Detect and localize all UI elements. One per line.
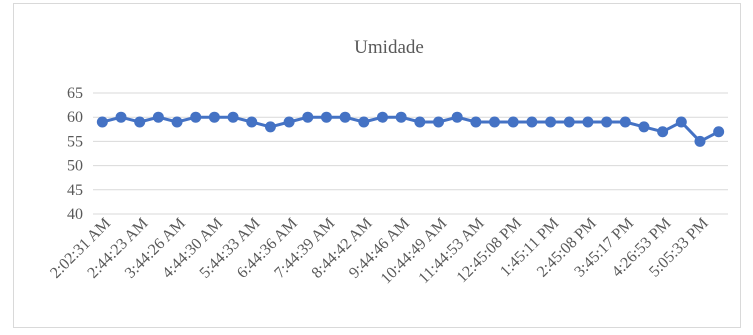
series-line (101, 115, 720, 143)
data-point (657, 126, 669, 138)
data-point (414, 116, 426, 128)
gridlines (93, 92, 728, 215)
data-point (433, 116, 445, 128)
data-point (582, 116, 594, 128)
data-point (619, 116, 631, 128)
data-point (190, 111, 202, 123)
data-point (694, 135, 706, 147)
data-point (489, 116, 501, 128)
data-point (339, 111, 351, 123)
y-tick-label: 40 (67, 206, 83, 223)
data-point (320, 111, 332, 123)
y-tick-label: 50 (67, 158, 83, 175)
y-axis-ticks: 40 45 50 55 60 65 (67, 85, 83, 223)
data-point (134, 116, 146, 128)
data-point (264, 121, 276, 133)
data-point (283, 116, 295, 128)
data-point (115, 111, 127, 123)
line-chart: Umidade 40 45 50 55 60 65 2:02:31 AM2:44:23 A… (47, 37, 728, 288)
data-point (470, 116, 482, 128)
data-point (601, 116, 613, 128)
data-point (638, 121, 650, 133)
data-point (358, 116, 370, 128)
data-point (526, 116, 538, 128)
data-point (227, 111, 239, 123)
data-point (376, 111, 388, 123)
y-tick-label: 45 (67, 182, 83, 199)
data-point (302, 111, 314, 123)
y-tick-label: 65 (67, 85, 83, 102)
chart-title: Umidade (354, 37, 424, 58)
data-point (96, 116, 108, 128)
data-point (507, 116, 519, 128)
x-axis-ticks: 2:02:31 AM2:44:23 AM3:44:26 AM4:44:30 AM… (47, 215, 712, 288)
data-point (545, 116, 557, 128)
series-humidity (96, 111, 725, 147)
y-tick-label: 60 (67, 109, 83, 126)
data-point (563, 116, 575, 128)
data-point (451, 111, 463, 123)
data-point (675, 116, 687, 128)
data-point (152, 111, 164, 123)
data-point (208, 111, 220, 123)
data-point (171, 116, 183, 128)
data-point (395, 111, 407, 123)
data-point (246, 116, 258, 128)
chart-frame: Umidade 40 45 50 55 60 65 2:02:31 AM 2:44:23 A… (13, 3, 741, 328)
data-point (713, 126, 725, 138)
y-tick-label: 55 (67, 133, 83, 150)
